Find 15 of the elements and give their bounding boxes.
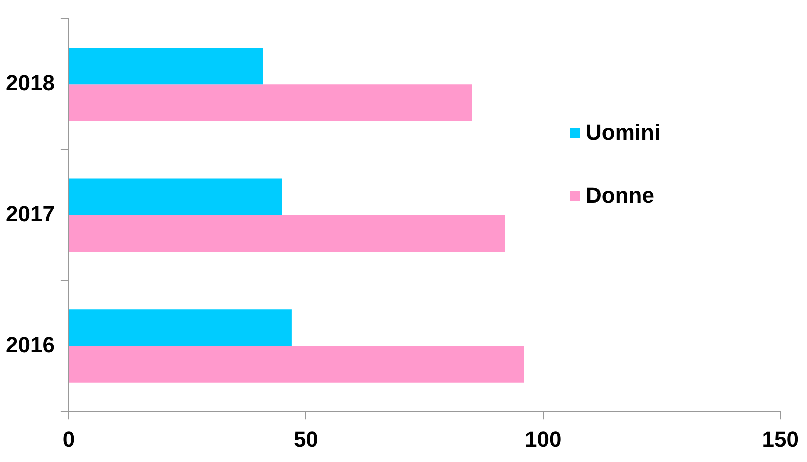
y-tick-label: 2017 (6, 201, 55, 226)
legend-label: Donne (586, 183, 654, 209)
bar (69, 346, 524, 383)
y-tick-label: 2018 (6, 70, 55, 96)
legend-label: Uomini (586, 120, 661, 146)
x-tick-label: 0 (62, 426, 76, 452)
bar (69, 48, 264, 85)
bar (69, 215, 506, 252)
x-tick-label: 150 (762, 426, 800, 452)
bar (69, 310, 292, 346)
bar (69, 178, 282, 216)
bar (69, 84, 472, 122)
x-tick-label: 50 (294, 426, 318, 452)
y-tick-label: 2016 (6, 332, 55, 358)
x-tick-label: 100 (525, 426, 562, 452)
